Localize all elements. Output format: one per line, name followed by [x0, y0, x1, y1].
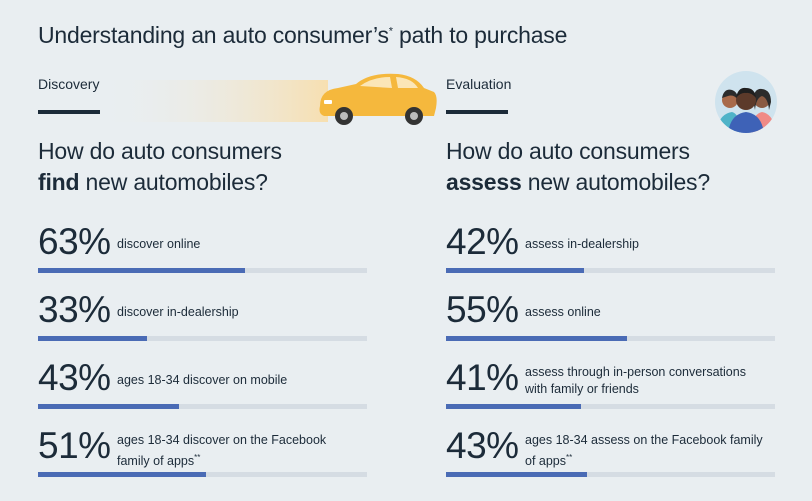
stat-bar-fill: [38, 268, 246, 273]
stat-bar-fill: [446, 336, 627, 341]
stat-description: discover online: [117, 237, 201, 251]
discovery-label: Discovery: [38, 76, 100, 92]
stat-description: discover in-dealership: [117, 305, 239, 319]
stat-description: assess online: [525, 305, 601, 319]
stat-discover-online: 63% discover online: [38, 222, 367, 278]
stat-percent: 63%: [38, 221, 111, 262]
discovery-column: Discovery How do auto consu: [38, 0, 437, 501]
stat-bar-track: [446, 268, 775, 273]
car-illustration-icon: [98, 60, 438, 130]
stat-description: assess through in-person conversations w…: [525, 365, 746, 396]
stat-discover-in-dealership: 33% discover in-dealership: [38, 290, 367, 346]
stat-description: ages 18-34 discover on the Facebook fami…: [117, 433, 327, 469]
stat-percent: 41%: [446, 357, 519, 398]
stat-percent: 33%: [38, 289, 111, 330]
stat-description: assess in-dealership: [525, 237, 639, 251]
stat-bar-fill: [446, 268, 585, 273]
stat-bar-fill: [446, 404, 581, 409]
stat-discover-mobile: 43% ages 18-34 discover on mobile: [38, 358, 367, 414]
stat-bar-track: [446, 472, 775, 477]
stat-bar-track: [446, 336, 775, 341]
stat-percent: 43%: [38, 357, 111, 398]
stat-bar-track: [446, 404, 775, 409]
evaluation-underline: [446, 110, 508, 114]
stat-description: ages 18-34 discover on mobile: [117, 373, 288, 387]
discovery-heading: How do auto consumers find new automobil…: [38, 138, 282, 195]
stat-assess-online: 55% assess online: [446, 290, 775, 346]
page-title: Understanding an auto consumer’s* path t…: [38, 22, 568, 48]
evaluation-column: Evaluation How do auto consumers: [446, 0, 778, 501]
stat-assess-in-dealership: 42% assess in-dealership: [446, 222, 775, 278]
stat-bar-fill: [38, 336, 147, 341]
stat-discover-facebook: 51% ages 18-34 discover on the Facebook …: [38, 426, 367, 482]
stat-assess-conversations: 41% assess through in-person conversatio…: [446, 358, 775, 414]
evaluation-heading: How do auto consumers assess new automob…: [446, 138, 710, 195]
stat-bar-track: [38, 336, 367, 341]
stat-bar-fill: [446, 472, 588, 477]
discovery-underline: [38, 110, 100, 114]
stat-bar-track: [38, 268, 367, 273]
stat-percent: 42%: [446, 221, 519, 262]
stat-bar-fill: [38, 404, 180, 409]
stat-description: ages 18-34 assess on the Facebook family…: [525, 433, 763, 469]
stat-bar-track: [38, 404, 367, 409]
stat-percent: 43%: [446, 425, 519, 466]
evaluation-label: Evaluation: [446, 76, 512, 92]
stat-percent: 55%: [446, 289, 519, 330]
stat-bar-track: [38, 472, 367, 477]
stat-bar-fill: [38, 472, 206, 477]
stat-assess-facebook: 43% ages 18-34 assess on the Facebook fa…: [446, 426, 775, 482]
people-avatar-icon: [714, 70, 778, 134]
stat-percent: 51%: [38, 425, 111, 466]
